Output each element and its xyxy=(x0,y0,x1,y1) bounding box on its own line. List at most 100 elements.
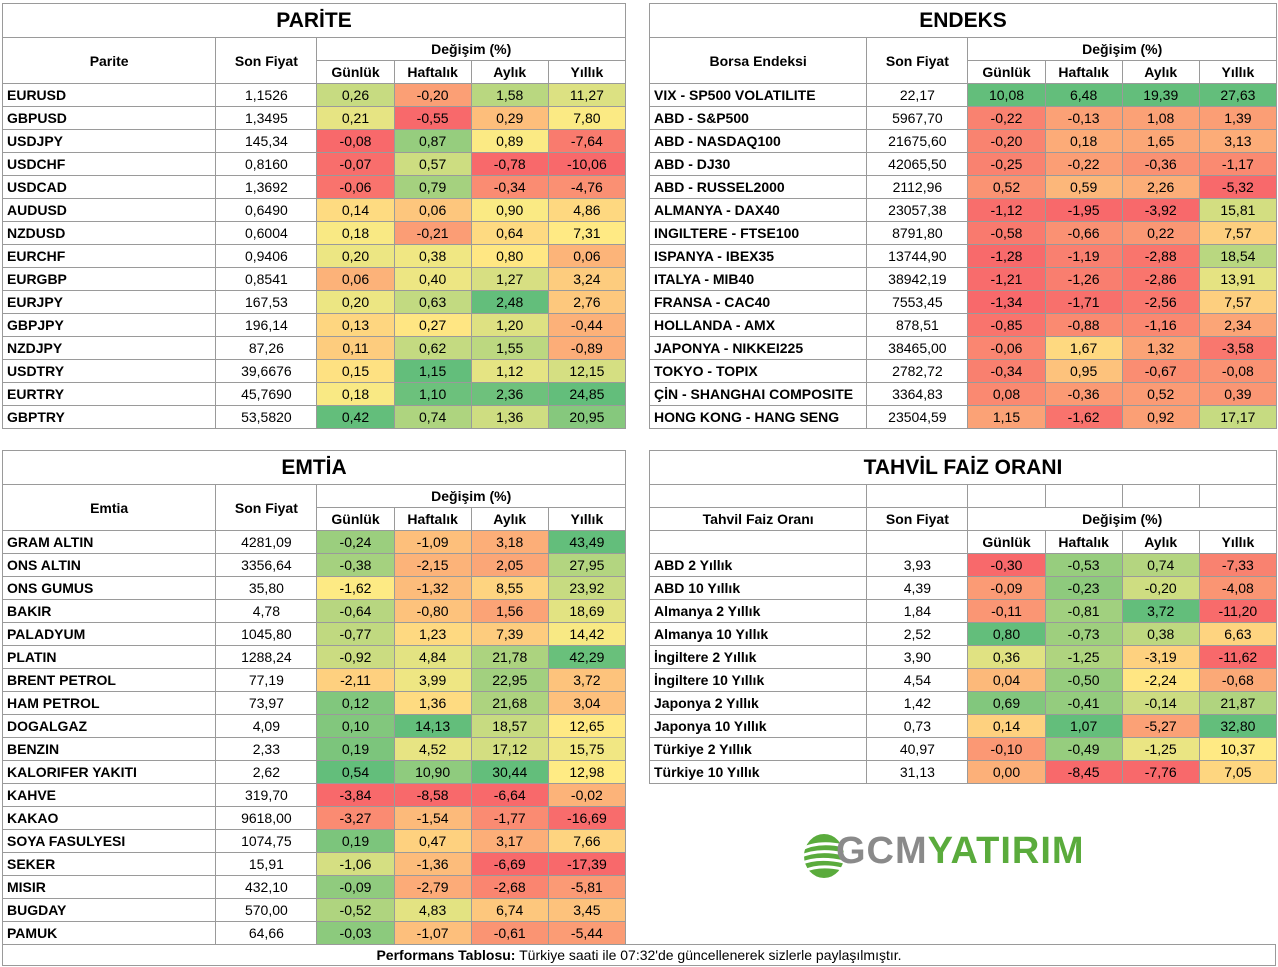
row-change-m: 30,44 xyxy=(470,760,549,784)
row-change-d: -0,38 xyxy=(316,553,395,577)
row-change-m: -1,25 xyxy=(1121,737,1200,761)
tahvil-blank-row xyxy=(648,484,1278,508)
row-change-m: 0,92 xyxy=(1121,405,1200,429)
row-change-d: -0,85 xyxy=(967,313,1046,337)
row-name: KAHVE xyxy=(1,783,217,807)
tahvil-blank-cell xyxy=(866,530,969,554)
parite-title-row: PARİTE xyxy=(2,3,626,38)
row-change-d: -0,30 xyxy=(967,553,1046,577)
row-change-d: 0,06 xyxy=(316,267,395,291)
row-price: 1,1526 xyxy=(215,83,318,107)
row-name: ABD - NASDAQ100 xyxy=(648,129,868,153)
tahvil-blank-cell xyxy=(1044,484,1123,508)
table-row: EURGBP 0,8541 0,06 0,40 1,27 3,24 xyxy=(1,267,627,291)
row-change-m: -0,78 xyxy=(470,152,549,176)
row-name: USDTRY xyxy=(1,359,217,383)
row-price: 3364,83 xyxy=(866,382,969,406)
row-change-d: 0,80 xyxy=(967,622,1046,646)
row-change-m: 2,05 xyxy=(470,553,549,577)
row-change-y: 4,86 xyxy=(547,198,627,222)
emtia-panel: EMTİA Emtia Son Fiyat Değişim (%) Günlük Haft… xyxy=(1,450,627,945)
table-row: ABD - DJ30 42065,50 -0,25 -0,22 -0,36 -1,17 xyxy=(648,152,1278,176)
tahvil-period-header: Günlük xyxy=(967,530,1046,554)
row-price: 3,93 xyxy=(866,553,969,577)
row-change-m: -2,86 xyxy=(1121,267,1200,291)
row-change-m: -2,68 xyxy=(470,875,549,899)
row-change-d: -2,11 xyxy=(316,668,395,692)
row-change-w: -2,79 xyxy=(393,875,472,899)
row-name: ÇİN - SHANGHAI COMPOSITE xyxy=(648,382,868,406)
row-change-m: -1,77 xyxy=(470,806,549,830)
table-row: ABD - RUSSEL2000 2112,96 0,52 0,59 2,26 -5,32 xyxy=(648,175,1278,199)
emtia-period-header: Haftalık xyxy=(393,507,472,531)
row-change-w: -0,88 xyxy=(1044,313,1123,337)
row-price: 2,62 xyxy=(215,760,318,784)
tahvil-blank-cell xyxy=(1121,484,1200,508)
table-row: HAM PETROL 73,97 0,12 1,36 21,68 3,04 xyxy=(1,691,627,715)
row-price: 4,54 xyxy=(866,668,969,692)
row-change-d: -3,84 xyxy=(316,783,395,807)
row-change-y: 42,29 xyxy=(547,645,627,669)
tahvil-panel: TAHVİL FAİZ ORANI Tahvil Faiz Oranı Son Fi… xyxy=(648,450,1278,784)
endeks-period-header: Aylık xyxy=(1121,60,1200,84)
row-change-y: 3,72 xyxy=(547,668,627,692)
row-name: GRAM ALTIN xyxy=(1,530,217,554)
table-row: EURUSD 1,1526 0,26 -0,20 1,58 11,27 xyxy=(1,83,627,107)
emtia-title-row: EMTİA xyxy=(2,450,626,485)
row-change-w: -0,50 xyxy=(1044,668,1123,692)
row-change-y: 27,95 xyxy=(547,553,627,577)
table-row: ABD - NASDAQ100 21675,60 -0,20 0,18 1,65 3,13 xyxy=(648,129,1278,153)
row-change-m: 22,95 xyxy=(470,668,549,692)
row-name: ABD - RUSSEL2000 xyxy=(648,175,868,199)
row-change-d: -0,08 xyxy=(316,129,395,153)
row-price: 45,7690 xyxy=(215,382,318,406)
row-price: 145,34 xyxy=(215,129,318,153)
table-row: ISPANYA - IBEX35 13744,90 -1,28 -1,19 -2,88 1… xyxy=(648,244,1278,268)
parite-table: PARİTE Parite Son Fiyat Değişim (%) Günlük Ha… xyxy=(1,3,627,429)
row-change-y: 7,57 xyxy=(1198,290,1278,314)
row-price: 0,6490 xyxy=(215,198,318,222)
row-change-y: 20,95 xyxy=(547,405,627,429)
row-change-w: -0,23 xyxy=(1044,576,1123,600)
row-change-m: -5,27 xyxy=(1121,714,1200,738)
row-name: FRANSA - CAC40 xyxy=(648,290,868,314)
tahvil-blank-cell xyxy=(967,484,1046,508)
emtia-col-change: Değişim (%) xyxy=(316,484,626,508)
row-change-w: -0,55 xyxy=(393,106,472,130)
table-row: USDCAD 1,3692 -0,06 0,79 -0,34 -4,76 xyxy=(1,175,627,199)
row-change-m: 8,55 xyxy=(470,576,549,600)
endeks-period-header: Haftalık xyxy=(1044,60,1123,84)
row-change-w: -0,81 xyxy=(1044,599,1123,623)
row-change-m: 6,74 xyxy=(470,898,549,922)
row-price: 570,00 xyxy=(215,898,318,922)
row-change-m: 2,36 xyxy=(470,382,549,406)
row-change-d: 0,00 xyxy=(967,760,1046,784)
row-change-w: -1,25 xyxy=(1044,645,1123,669)
row-change-y: 7,80 xyxy=(547,106,627,130)
row-name: İngiltere 2 Yıllık xyxy=(648,645,868,669)
row-change-w: 0,79 xyxy=(393,175,472,199)
row-change-y: 7,05 xyxy=(1198,760,1278,784)
row-price: 39,6676 xyxy=(215,359,318,383)
row-change-w: -1,09 xyxy=(393,530,472,554)
row-name: PALADYUM xyxy=(1,622,217,646)
row-change-y: -4,08 xyxy=(1198,576,1278,600)
row-name: EURJPY xyxy=(1,290,217,314)
parite-panel: PARİTE Parite Son Fiyat Değişim (%) Günlük Ha… xyxy=(1,3,627,429)
row-change-w: -0,73 xyxy=(1044,622,1123,646)
row-name: İngiltere 10 Yıllık xyxy=(648,668,868,692)
row-name: EURCHF xyxy=(1,244,217,268)
row-price: 21675,60 xyxy=(866,129,969,153)
row-change-d: 0,13 xyxy=(316,313,395,337)
row-change-d: 0,10 xyxy=(316,714,395,738)
row-price: 1074,75 xyxy=(215,829,318,853)
row-name: HONG KONG - HANG SENG xyxy=(648,405,868,429)
row-change-d: -0,06 xyxy=(316,175,395,199)
tahvil-table: TAHVİL FAİZ ORANI Tahvil Faiz Oranı Son Fi… xyxy=(648,450,1278,784)
logo-part1: GCM xyxy=(836,830,928,872)
globe-swoosh-icon xyxy=(798,834,845,878)
tahvil-col-change: Değişim (%) xyxy=(967,507,1277,531)
row-name: ABD 2 Yıllık xyxy=(648,553,868,577)
row-price: 15,91 xyxy=(215,852,318,876)
footer-note: Performans Tablosu: Türkiye saati ile 07… xyxy=(2,944,1276,966)
